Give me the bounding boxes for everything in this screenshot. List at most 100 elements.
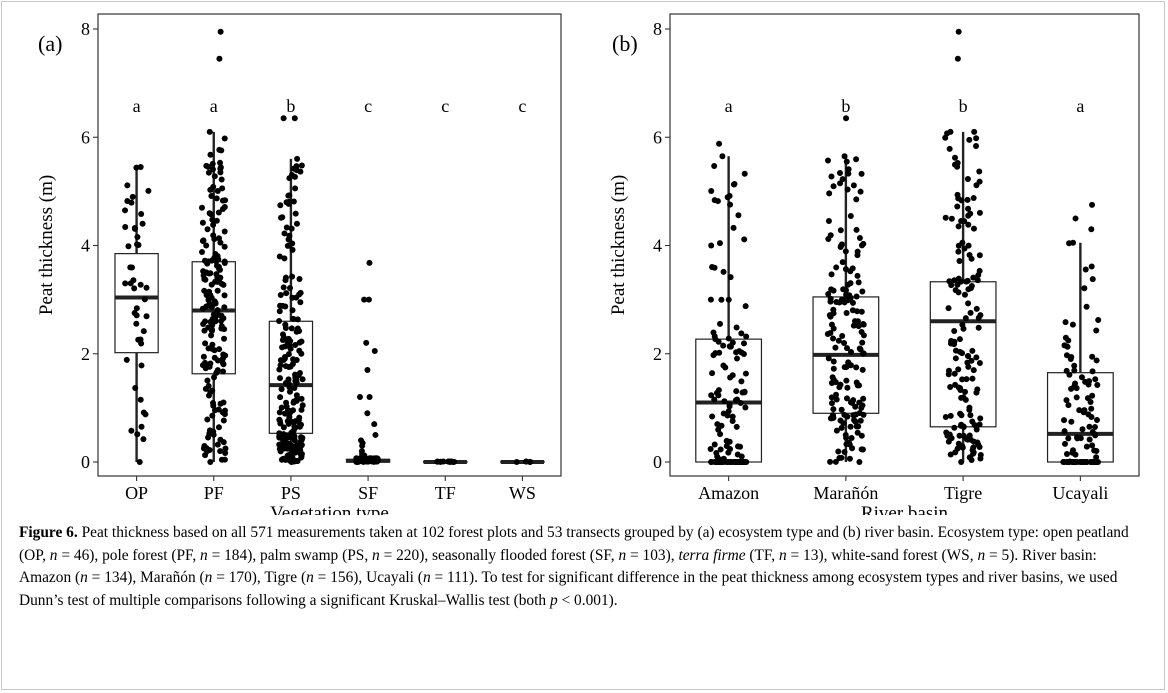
data-point [833,396,840,403]
data-point [947,383,954,390]
outlier-point [280,115,287,122]
data-point [707,446,714,453]
data-point [825,290,832,297]
data-point [138,362,145,369]
outlier-point [356,394,363,401]
data-point [202,340,209,347]
data-point [291,458,298,465]
data-point [845,166,852,173]
data-point [965,300,972,307]
data-point [830,365,837,372]
data-point [965,363,972,370]
data-point [288,225,295,232]
data-point [221,204,228,211]
data-point [856,345,863,352]
outlier-point [361,452,368,459]
data-point [220,399,227,406]
outlier-point [291,115,298,122]
data-point [849,307,856,314]
data-point [129,193,136,200]
data-point [290,198,297,205]
data-point [216,146,223,153]
data-point [832,344,839,351]
data-point [733,423,740,430]
data-point [138,423,145,430]
data-point [828,286,835,293]
data-point [299,376,306,383]
data-point [1094,382,1101,389]
data-point [708,242,715,249]
data-point [215,209,222,216]
data-point [838,296,845,303]
data-point [942,214,949,221]
caption-segment: = 5). River basin: Amazon ( [19,546,1097,587]
data-point [283,199,290,206]
data-point [976,421,983,428]
x-tick-label: OP [125,483,148,503]
data-point [974,277,981,284]
data-point [968,357,975,364]
data-point [137,281,144,288]
data-point [286,384,293,391]
data-point [976,168,983,175]
data-point [826,190,833,197]
data-point [1092,376,1099,383]
caption-segment: = 111). To test for significant differen… [19,569,1118,609]
data-point [957,385,964,392]
data-point [143,284,150,291]
data-point [726,401,733,408]
x-tick-label: Tigre [944,483,982,503]
data-point [280,424,287,431]
data-point [975,324,982,331]
data-point [213,195,220,202]
data-point [742,404,749,411]
data-point [976,267,983,274]
data-point [960,325,967,332]
data-point [297,299,304,306]
data-point [853,196,860,203]
data-point [1073,394,1080,401]
significance-letter: a [210,96,218,116]
data-point [951,277,958,284]
y-tick-label: 0 [81,452,90,472]
data-point [708,392,715,399]
data-point [720,268,727,275]
data-point [729,413,736,420]
data-point [282,277,289,284]
data-point [976,360,983,367]
data-point [727,374,734,381]
data-point [854,252,861,259]
data-point [293,220,300,227]
data-point [276,317,283,324]
data-point [1093,447,1100,454]
data-point [727,274,734,281]
data-point [287,409,294,416]
outlier-point [364,410,371,417]
data-point [133,305,140,312]
data-point [285,420,292,427]
data-point [711,396,718,403]
data-point [743,333,750,340]
data-point [1070,459,1077,465]
data-point [959,239,966,246]
data-point [847,280,854,287]
data-point [222,449,229,456]
data-point [211,347,218,354]
data-point [213,217,220,224]
data-point [970,195,977,202]
outlier-point [716,140,723,147]
data-point [202,452,209,459]
data-point [1068,418,1075,425]
data-point [947,128,954,135]
data-point [122,280,129,287]
outlier-point [955,28,962,35]
data-point [1089,392,1096,399]
data-point [840,420,847,427]
data-point [843,395,850,402]
data-point [290,398,297,405]
outlier-point [1089,201,1096,208]
data-point [293,163,300,170]
data-point [1088,405,1095,412]
x-tick-label: PF [204,483,224,503]
data-point [716,240,723,247]
